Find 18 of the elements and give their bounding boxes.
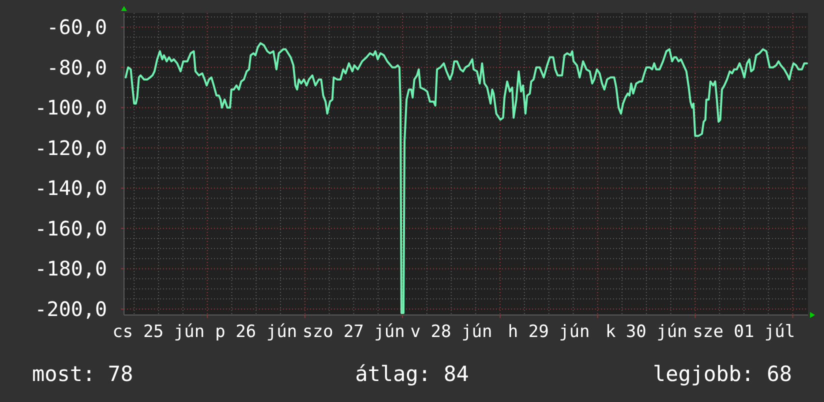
y-tick-label: -200,0 <box>34 296 107 321</box>
y-tick-label: -60,0 <box>46 15 107 40</box>
x-tick-label: v 28 jún <box>410 322 492 342</box>
x-tick-label: p 26 jún <box>215 322 298 342</box>
text: átlag: 84 <box>355 362 469 386</box>
x-tick-label: cs 25 jún <box>112 322 205 342</box>
x-tick-label: h 29 jún <box>508 322 590 342</box>
y-tick-label: -180,0 <box>34 256 107 281</box>
y-tick-label: -80,0 <box>46 55 107 80</box>
y-tick-label: -100,0 <box>34 96 107 120</box>
y-tick-label: -160,0 <box>34 216 107 240</box>
x-tick-label: sze 01 júl <box>692 322 796 342</box>
x-tick-label: k 30 jún <box>605 322 688 342</box>
text: legjobb: 68 <box>652 362 792 386</box>
y-tick-label: -120,0 <box>34 136 107 160</box>
text: most: 78 <box>32 362 134 386</box>
x-tick-label: szo 27 jún <box>302 322 405 342</box>
y-tick-label: -140,0 <box>34 176 107 200</box>
